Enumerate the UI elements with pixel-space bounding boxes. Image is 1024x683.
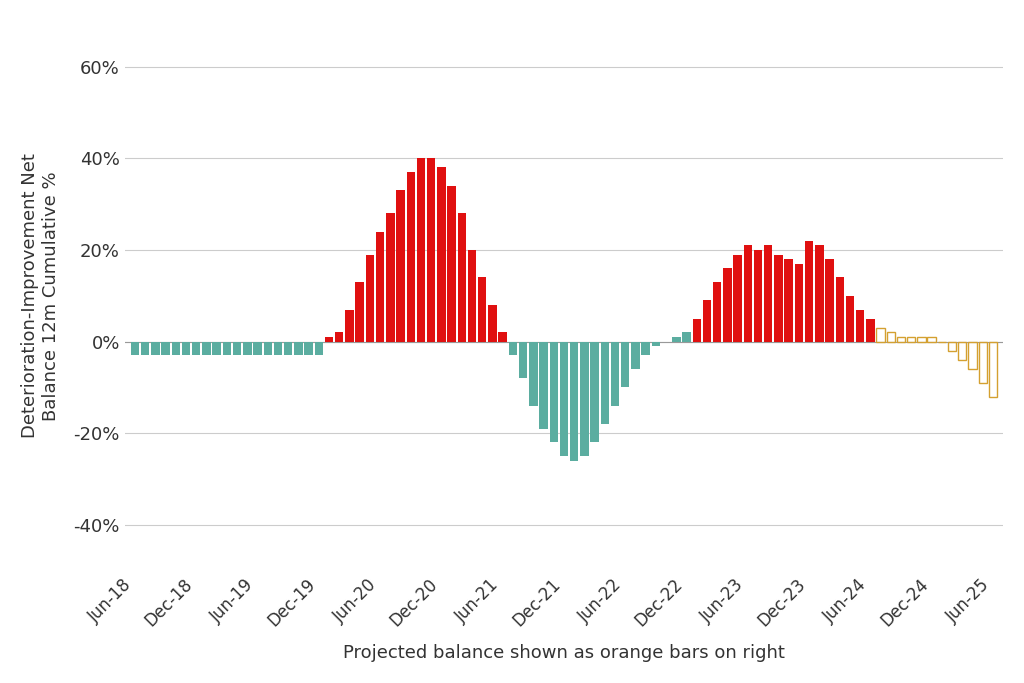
Bar	[611, 342, 620, 406]
Bar	[979, 342, 987, 383]
Bar	[213, 342, 221, 355]
Bar	[969, 342, 977, 369]
Bar	[651, 342, 660, 346]
Bar	[560, 342, 568, 456]
Bar	[692, 319, 701, 342]
Bar	[877, 328, 885, 342]
Bar	[601, 342, 609, 424]
Bar	[948, 342, 956, 351]
Y-axis label: Deterioration-Improvement Net
Balance 12m Cumulative %: Deterioration-Improvement Net Balance 12…	[20, 153, 59, 438]
Bar	[764, 245, 772, 342]
Bar	[193, 342, 201, 355]
Bar	[499, 333, 507, 342]
Bar	[273, 342, 283, 355]
Bar	[325, 337, 333, 342]
Bar	[478, 277, 486, 342]
Bar	[458, 213, 466, 342]
Bar	[784, 259, 793, 342]
Bar	[774, 255, 782, 342]
Bar	[366, 255, 374, 342]
Bar	[540, 342, 548, 429]
Bar	[631, 342, 640, 369]
Bar	[622, 342, 630, 387]
Bar	[376, 232, 384, 342]
Bar	[314, 342, 323, 355]
X-axis label: Projected balance shown as orange bars on right: Projected balance shown as orange bars o…	[343, 644, 785, 662]
Bar	[958, 342, 967, 360]
Bar	[836, 277, 844, 342]
Bar	[550, 342, 558, 443]
Bar	[754, 250, 762, 342]
Bar	[897, 337, 905, 342]
Bar	[672, 337, 681, 342]
Bar	[468, 250, 476, 342]
Bar	[335, 333, 343, 342]
Bar	[795, 264, 803, 342]
Bar	[702, 301, 711, 342]
Bar	[743, 245, 752, 342]
Bar	[345, 309, 353, 342]
Bar	[723, 268, 731, 342]
Bar	[509, 342, 517, 355]
Bar	[294, 342, 302, 355]
Bar	[907, 337, 915, 342]
Bar	[856, 309, 864, 342]
Bar	[641, 342, 650, 355]
Bar	[427, 158, 435, 342]
Bar	[815, 245, 823, 342]
Bar	[570, 342, 579, 461]
Bar	[928, 337, 936, 342]
Bar	[591, 342, 599, 443]
Bar	[162, 342, 170, 355]
Bar	[182, 342, 190, 355]
Bar	[887, 333, 895, 342]
Bar	[263, 342, 272, 355]
Bar	[253, 342, 262, 355]
Bar	[447, 186, 456, 342]
Bar	[918, 337, 926, 342]
Bar	[284, 342, 293, 355]
Bar	[396, 191, 404, 342]
Bar	[437, 167, 445, 342]
Bar	[304, 342, 312, 355]
Bar	[713, 282, 721, 342]
Bar	[846, 296, 854, 342]
Bar	[733, 255, 741, 342]
Bar	[529, 342, 538, 406]
Bar	[203, 342, 211, 355]
Bar	[488, 305, 497, 342]
Bar	[417, 158, 425, 342]
Bar	[581, 342, 589, 456]
Bar	[386, 213, 394, 342]
Bar	[141, 342, 150, 355]
Bar	[825, 259, 834, 342]
Bar	[989, 342, 997, 397]
Bar	[131, 342, 139, 355]
Bar	[232, 342, 242, 355]
Bar	[866, 319, 874, 342]
Bar	[519, 342, 527, 378]
Bar	[243, 342, 252, 355]
Bar	[407, 172, 415, 342]
Bar	[682, 333, 691, 342]
Bar	[152, 342, 160, 355]
Bar	[222, 342, 231, 355]
Bar	[805, 241, 813, 342]
Bar	[172, 342, 180, 355]
Bar	[355, 282, 364, 342]
